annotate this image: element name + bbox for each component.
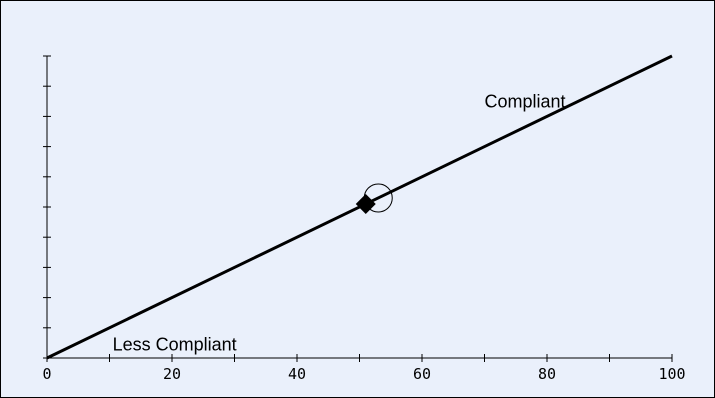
circle-marker [363,183,393,213]
x-tick-label: 20 [163,365,181,383]
x-tick-label: 60 [413,365,431,383]
x-tick-label: 100 [658,365,685,383]
x-tick-label: 0 [42,365,51,383]
ticks: 0 20 40 60 80 100 [42,55,686,383]
annotations-layer: Compliant Less Compliant [113,91,566,354]
x-tick-label: 80 [538,365,556,383]
markers-layer [355,183,393,214]
less-compliant-label: Less Compliant [113,334,237,354]
x-tick-label: 40 [288,365,306,383]
compliant-label: Compliant [485,91,566,111]
